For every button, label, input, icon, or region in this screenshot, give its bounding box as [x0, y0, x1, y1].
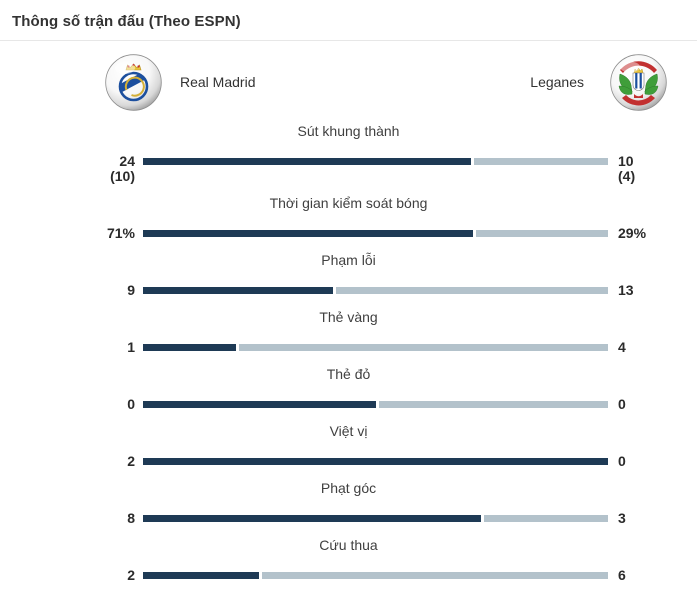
stat-row: Việt vị 2 0 — [0, 423, 697, 469]
stat-home-value-col: 71% — [0, 226, 135, 241]
bar-home-segment — [143, 572, 263, 579]
title-divider — [0, 40, 697, 41]
stat-bar — [143, 344, 608, 351]
stat-bar-row: 1 4 — [0, 340, 697, 355]
stat-bar — [143, 401, 608, 408]
leganes-crest-icon — [610, 53, 667, 111]
stat-away-subvalue: (4) — [618, 168, 636, 184]
bar-home-segment — [143, 287, 337, 294]
stat-home-value-col: 24 (10) — [0, 154, 135, 184]
stat-away-value-col: 10 (4) — [618, 154, 697, 184]
stat-bar — [143, 515, 608, 522]
stat-away-value: 13 — [618, 282, 634, 298]
stat-bar-row: 24 (10) 10 (4) — [0, 154, 697, 184]
bar-home-segment — [143, 230, 477, 237]
stat-away-value: 10 — [618, 153, 634, 169]
stat-bar — [143, 287, 608, 294]
stat-away-value-col: 0 — [618, 454, 697, 469]
stat-row: Thời gian kiểm soát bóng 71% 29% — [0, 195, 697, 241]
stat-away-value: 29% — [618, 225, 647, 241]
stat-home-value-col: 1 — [0, 340, 135, 355]
stat-home-value-col: 2 — [0, 568, 135, 583]
stat-bar-row: 71% 29% — [0, 226, 697, 241]
bar-home-segment — [143, 458, 608, 465]
stat-bar-row: 2 0 — [0, 454, 697, 469]
stat-away-value-col: 0 — [618, 397, 697, 412]
team-home: Real Madrid — [105, 53, 256, 111]
bar-home-segment — [143, 344, 239, 351]
stat-home-value-col: 0 — [0, 397, 135, 412]
stat-home-value: 2 — [127, 453, 135, 469]
stat-row: Sút khung thành 24 (10) 10 (4) — [0, 123, 697, 184]
stat-away-value: 6 — [618, 567, 626, 583]
stat-away-value: 0 — [618, 396, 626, 412]
stat-home-value: 8 — [127, 510, 135, 526]
stat-bar-row: 2 6 — [0, 568, 697, 583]
stat-row: Cứu thua 2 6 — [0, 537, 697, 583]
stat-bar-row: 8 3 — [0, 511, 697, 526]
stat-away-value-col: 3 — [618, 511, 697, 526]
stat-away-value-col: 29% — [618, 226, 697, 241]
stat-label: Cứu thua — [319, 537, 378, 553]
stat-away-value-col: 4 — [618, 340, 697, 355]
stat-bar — [143, 458, 608, 465]
stat-home-subvalue: (10) — [110, 168, 135, 184]
stat-label: Thẻ đỏ — [326, 366, 371, 382]
real-madrid-crest-icon — [105, 53, 162, 111]
bar-home-segment — [143, 515, 485, 522]
stat-home-value: 24 — [119, 153, 135, 169]
stat-away-value: 3 — [618, 510, 626, 526]
stat-row: Thẻ vàng 1 4 — [0, 309, 697, 355]
team-away-name: Leganes — [530, 74, 584, 90]
stat-label: Thời gian kiểm soát bóng — [269, 195, 428, 211]
bar-home-segment — [143, 158, 475, 165]
stat-label: Việt vị — [329, 423, 368, 439]
stat-away-value-col: 6 — [618, 568, 697, 583]
stat-row: Phạm lỗi 9 13 — [0, 252, 697, 298]
bar-home-segment — [143, 401, 379, 408]
stat-row: Thẻ đỏ 0 0 — [0, 366, 697, 412]
stat-away-value: 4 — [618, 339, 626, 355]
stat-home-value-col: 9 — [0, 283, 135, 298]
stat-bar-row: 9 13 — [0, 283, 697, 298]
stat-home-value: 1 — [127, 339, 135, 355]
stat-label: Phạt góc — [320, 480, 377, 496]
stat-home-value: 0 — [127, 396, 135, 412]
stats-list: Sút khung thành 24 (10) 10 (4) Thời gian… — [0, 117, 697, 583]
team-away: Leganes — [530, 53, 667, 111]
stat-bar — [143, 158, 608, 165]
stat-away-value: 0 — [618, 453, 626, 469]
page-title: Thông số trận đấu (Theo ESPN) — [12, 13, 241, 30]
stat-bar — [143, 572, 608, 579]
stat-home-value: 2 — [127, 567, 135, 583]
stat-label: Sút khung thành — [297, 123, 400, 139]
stat-label: Phạm lỗi — [321, 252, 376, 268]
stat-home-value: 71% — [106, 225, 135, 241]
stat-away-value-col: 13 — [618, 283, 697, 298]
stat-label: Thẻ vàng — [319, 309, 378, 325]
stat-home-value: 9 — [127, 282, 135, 298]
stat-home-value-col: 8 — [0, 511, 135, 526]
team-home-name: Real Madrid — [180, 74, 256, 90]
stat-home-value-col: 2 — [0, 454, 135, 469]
stat-bar-row: 0 0 — [0, 397, 697, 412]
teams-header: Real Madrid Leganes — [0, 41, 697, 117]
stat-bar — [143, 230, 608, 237]
stat-row: Phạt góc 8 3 — [0, 480, 697, 526]
